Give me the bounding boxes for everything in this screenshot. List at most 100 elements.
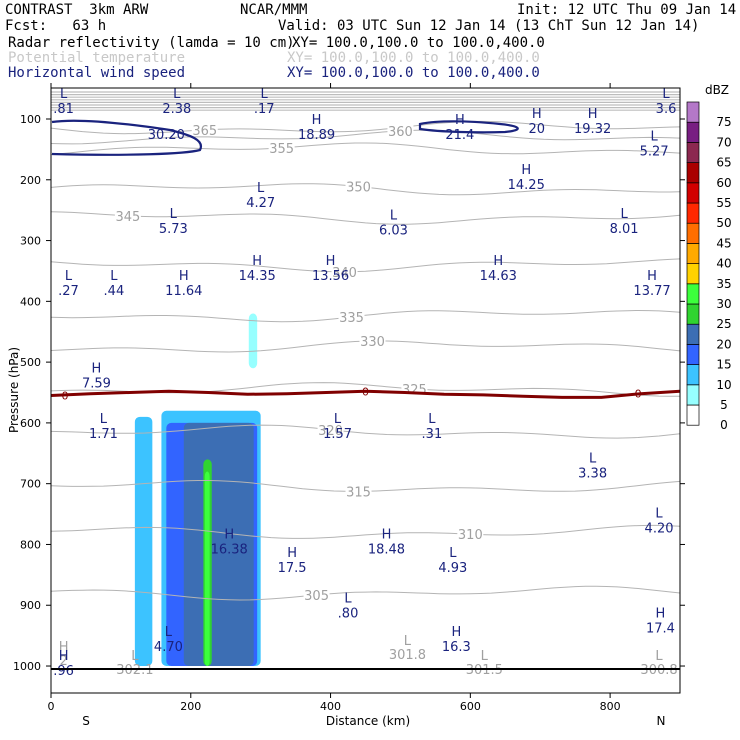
legend-swatch bbox=[686, 243, 700, 264]
wind-extreme-type: L bbox=[662, 87, 670, 102]
theta-label-bg bbox=[387, 123, 414, 137]
legend-level-label: 10 bbox=[716, 378, 731, 392]
legend-level-label: 15 bbox=[716, 358, 731, 372]
wind-extreme-type: L bbox=[344, 591, 352, 606]
theta-contour-label: 330 bbox=[360, 335, 385, 350]
theta-label-bg bbox=[338, 309, 365, 323]
forecast-hour: Fcst: 63 h bbox=[5, 18, 107, 34]
reflectivity-layer bbox=[134, 313, 261, 667]
theta-label-bg bbox=[114, 208, 141, 222]
theta-label-bg bbox=[345, 179, 372, 193]
wind-jet-contour bbox=[418, 120, 519, 134]
legend-swatch bbox=[686, 323, 700, 345]
legend-swatch bbox=[686, 142, 700, 163]
wind-extreme-value: 20 bbox=[528, 122, 545, 137]
wind-extreme-type: L bbox=[257, 181, 265, 196]
theta-contour-label: 315 bbox=[346, 485, 371, 500]
wind-extreme-value: 19.32 bbox=[574, 122, 611, 137]
wind-extreme-type: L bbox=[165, 625, 173, 640]
wind-extreme-type: H bbox=[59, 649, 69, 664]
zero-isotherm-label: 0 bbox=[362, 385, 369, 398]
wind-extreme-value: 13.77 bbox=[633, 284, 670, 299]
theta-extreme-value: 300.8 bbox=[640, 663, 677, 678]
field-reflectivity-xy: XY= 100.0,100.0 to 100.0,400.0 bbox=[292, 35, 545, 51]
theta-label-bg bbox=[191, 122, 218, 136]
legend-level-label: 60 bbox=[716, 176, 731, 190]
legend-level-label: 5 bbox=[720, 398, 728, 412]
x-tick-label: 800 bbox=[600, 700, 621, 713]
legend-swatch bbox=[686, 283, 700, 305]
theta-contour-label: 305 bbox=[304, 589, 329, 604]
wind-extreme-value: 11.64 bbox=[165, 284, 202, 299]
plot-title: CONTRAST 3km ARW bbox=[5, 2, 149, 18]
wind-extreme-value: .27 bbox=[58, 284, 79, 299]
wind-extreme-value: 17.5 bbox=[278, 561, 307, 576]
wind-extreme-value: 5.27 bbox=[640, 144, 669, 159]
y-tick-label: 700 bbox=[20, 478, 41, 491]
theta-contour-label: 335 bbox=[339, 311, 364, 326]
y-axis-label: Pressure (hPa) bbox=[7, 347, 21, 433]
legend-title: dBZ bbox=[705, 83, 729, 97]
wind-extreme-type: H bbox=[493, 254, 503, 269]
theta-extreme-type: H bbox=[59, 640, 69, 655]
plot-frame bbox=[50, 87, 681, 694]
theta-contour bbox=[50, 524, 681, 539]
theta-contour-label: 360 bbox=[388, 125, 413, 140]
legend-swatch bbox=[686, 384, 700, 406]
x-tick-label: 200 bbox=[180, 700, 201, 713]
wind-extreme-value: 17.4 bbox=[646, 622, 675, 637]
theta-extreme-value: 2 bbox=[59, 654, 67, 669]
valid-time: Valid: 03 UTC Sun 12 Jan 14 (13 ChT Sun … bbox=[278, 18, 700, 34]
legend-swatch bbox=[686, 162, 700, 184]
legend-swatch bbox=[686, 222, 700, 244]
wind-extreme-type: H bbox=[451, 625, 461, 640]
y-tick-label: 500 bbox=[20, 356, 41, 369]
reflectivity-column bbox=[248, 313, 258, 369]
wind-extreme-type: H bbox=[287, 546, 297, 561]
wind-extreme-value: 30.20 bbox=[148, 128, 185, 143]
legend-swatch bbox=[686, 364, 700, 386]
wind-extreme-value: 2.38 bbox=[162, 102, 191, 117]
wind-extreme-value: 6.03 bbox=[379, 223, 408, 238]
reflectivity-column bbox=[134, 416, 153, 667]
wind-extreme-type: H bbox=[521, 163, 531, 178]
legend-swatch bbox=[686, 182, 700, 204]
legend-level-label: 20 bbox=[716, 337, 731, 351]
wind-extreme-type: L bbox=[65, 269, 73, 284]
zero-isotherm-layer: 0 0 0 bbox=[50, 385, 681, 403]
y-tick-label: 600 bbox=[20, 417, 41, 430]
theta-label-bg bbox=[457, 527, 484, 541]
theta-contour bbox=[50, 142, 681, 156]
wind-extreme-value: 16.38 bbox=[211, 543, 248, 558]
wind-extreme-value: 4.93 bbox=[438, 561, 467, 576]
zero-isotherm-line bbox=[50, 389, 681, 399]
y-tick-label: 1000 bbox=[13, 660, 41, 673]
wind-extreme-type: H bbox=[656, 607, 666, 622]
legend-level-label: 55 bbox=[716, 196, 731, 210]
legend-swatch bbox=[686, 202, 700, 224]
x-end-label-south: S bbox=[82, 714, 90, 728]
wind-extreme-value: 14.63 bbox=[480, 269, 517, 284]
wind-extreme-type: L bbox=[100, 412, 108, 427]
legend-swatch bbox=[686, 344, 700, 365]
wind-extreme-type: L bbox=[449, 546, 457, 561]
org-label: NCAR/MMM bbox=[240, 2, 308, 18]
y-tick-label: 300 bbox=[20, 235, 41, 248]
wind-extreme-type: H bbox=[179, 269, 189, 284]
wind-extreme-type: H bbox=[92, 362, 102, 377]
reflectivity-column bbox=[204, 471, 210, 667]
theta-contour-label: 320 bbox=[318, 424, 343, 439]
y-tick-label: 100 bbox=[20, 113, 41, 126]
dbz-legend: dBZ 0 5 10 15 20 25 30 35 40 45 50 55 60 65 70 75 bbox=[686, 83, 732, 432]
x-end-label-north: N bbox=[657, 714, 666, 728]
legend-level-label: 75 bbox=[716, 115, 731, 129]
field-theta-label: Potential temperature bbox=[8, 50, 186, 66]
theta-contour bbox=[50, 120, 681, 135]
wind-extreme-type: H bbox=[647, 269, 657, 284]
legend-level-label: 30 bbox=[716, 297, 731, 311]
reflectivity-column bbox=[183, 422, 254, 667]
legend-level-label: 65 bbox=[716, 156, 731, 170]
wind-extreme-type: L bbox=[334, 412, 342, 427]
theta-extreme-value: 301.5 bbox=[466, 663, 503, 678]
y-tick-label: 400 bbox=[20, 295, 41, 308]
